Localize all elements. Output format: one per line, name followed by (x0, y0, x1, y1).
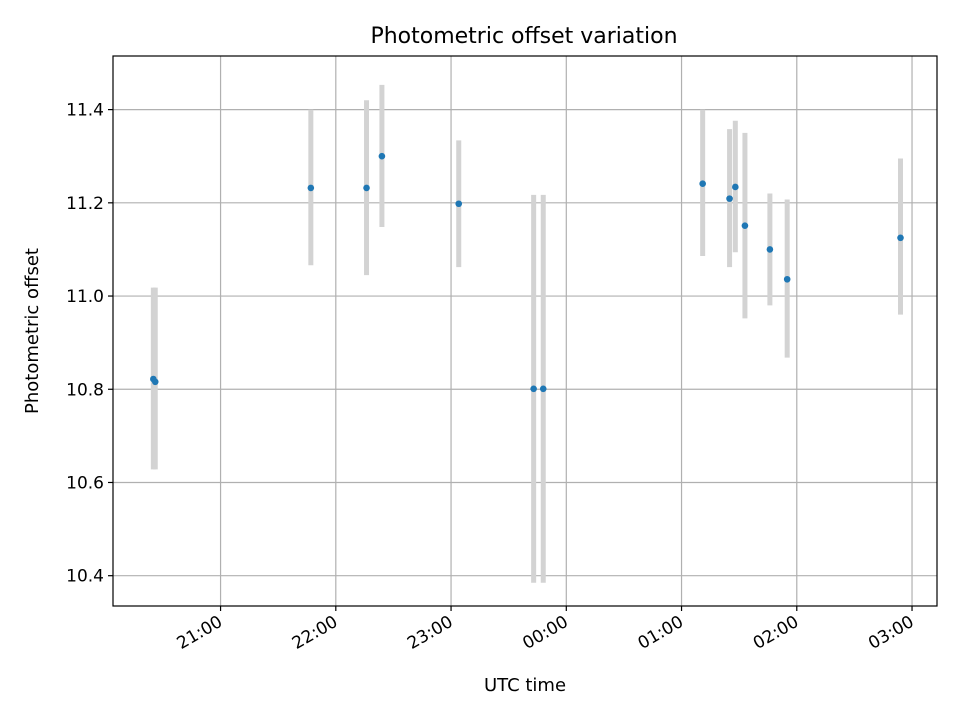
data-point (151, 378, 159, 386)
data-point (766, 246, 774, 253)
data-point (726, 195, 733, 202)
data-point (741, 222, 749, 229)
data-point (897, 234, 904, 242)
y-axis: 10.4 10.6 10.8 11.0 11.2 11.4 (66, 101, 113, 587)
data-points (150, 152, 904, 393)
x-tick-label: 00:00 (519, 612, 571, 654)
data-point (699, 180, 706, 188)
error-bars (150, 84, 904, 583)
x-axis-label: UTC time (484, 675, 566, 696)
chart-title: Photometric offset variation (370, 24, 677, 49)
data-point (732, 183, 739, 191)
y-axis-label: Photometric offset (22, 248, 43, 414)
data-point (455, 200, 463, 208)
data-point (307, 184, 315, 192)
x-axis: 21:00 22:00 23:00 00:00 01:00 02:00 03:00 (174, 606, 918, 654)
x-tick-label: 23:00 (404, 612, 456, 654)
grid (113, 56, 937, 606)
y-tick-label: 11.0 (66, 287, 104, 307)
data-point (363, 184, 370, 192)
y-tick-label: 10.8 (66, 380, 104, 400)
y-tick-label: 11.2 (66, 194, 104, 214)
x-tick-label: 02:00 (750, 612, 802, 654)
x-tick-label: 21:00 (174, 612, 226, 654)
plot-frame (112, 55, 938, 607)
data-point (530, 385, 537, 393)
y-tick-label: 10.4 (66, 567, 104, 587)
x-tick-label: 03:00 (865, 612, 917, 654)
data-point (539, 385, 547, 393)
y-tick-label: 10.6 (66, 473, 104, 493)
y-tick-label: 11.4 (66, 101, 104, 121)
data-point (783, 275, 791, 283)
x-tick-label: 01:00 (635, 612, 687, 654)
x-tick-label: 22:00 (289, 612, 341, 654)
data-point (378, 152, 386, 160)
